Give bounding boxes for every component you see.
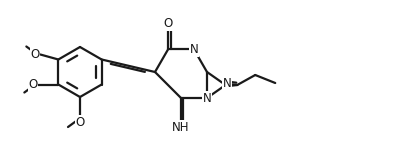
Text: O: O	[30, 48, 39, 61]
Text: N: N	[222, 77, 231, 90]
Text: NH: NH	[172, 121, 189, 134]
Text: N: N	[189, 43, 198, 56]
Text: O: O	[163, 17, 172, 30]
Text: S: S	[223, 80, 230, 93]
Text: N: N	[202, 91, 211, 104]
Text: O: O	[28, 78, 37, 91]
Text: O: O	[75, 116, 84, 129]
